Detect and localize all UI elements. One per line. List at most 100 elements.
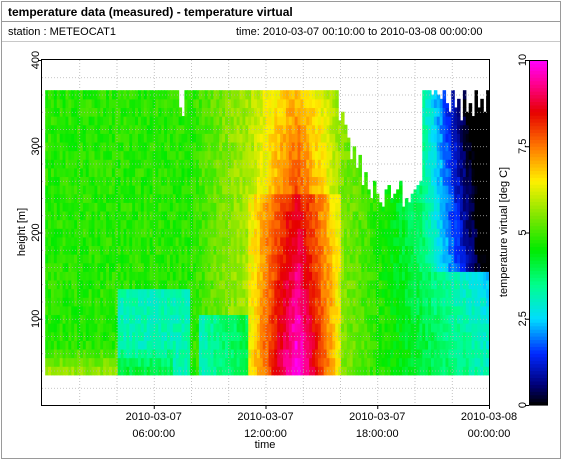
heatmap-cell [152, 133, 156, 143]
heatmap-cell [262, 185, 267, 195]
heatmap-cell [56, 202, 61, 212]
heatmap-cell [65, 167, 69, 178]
heatmap-cell [129, 124, 133, 134]
heatmap-cell [277, 340, 281, 350]
heatmap-cell [140, 245, 145, 255]
heatmap-cell [468, 193, 473, 203]
heatmap-cell [167, 150, 171, 160]
heatmap-cell [213, 124, 217, 134]
heatmap-cell [140, 116, 145, 126]
heatmap-cell [204, 150, 209, 160]
heatmap-cell [190, 124, 194, 134]
heatmap-cell [48, 314, 52, 324]
heatmap-cell [303, 262, 307, 272]
heatmap-cell [465, 167, 470, 178]
heatmap-cell [74, 288, 78, 298]
heatmap-cell [317, 340, 322, 350]
heatmap-cell [106, 245, 110, 255]
heatmap-cell [91, 236, 96, 247]
heatmap-cell [225, 366, 229, 376]
heatmap-cell [309, 357, 313, 367]
heatmap-cell [297, 210, 302, 221]
heatmap-cell [106, 185, 110, 195]
heatmap-cell [53, 366, 58, 376]
heatmap-cell [91, 185, 96, 195]
heatmap-cell [430, 133, 435, 143]
heatmap-cell [288, 236, 293, 247]
heatmap-cell [230, 107, 235, 117]
heatmap-cell [283, 297, 287, 307]
heatmap-cell [143, 271, 148, 281]
heatmap-cell [175, 116, 180, 126]
heatmap-cell [372, 193, 377, 203]
heatmap-cell [370, 254, 374, 264]
heatmap-cell [169, 133, 174, 143]
heatmap-cell [193, 314, 197, 324]
heatmap-cell [88, 98, 93, 109]
heatmap-cell [459, 366, 464, 376]
heatmap-cell [486, 159, 490, 169]
heatmap-cell [422, 279, 426, 290]
heatmap-cell [291, 331, 296, 341]
heatmap-cell [146, 279, 151, 290]
heatmap-cell [190, 314, 194, 324]
heatmap-cell [465, 323, 470, 333]
heatmap-cell [193, 98, 197, 109]
heatmap-cell [201, 305, 206, 316]
heatmap-cell [277, 219, 281, 229]
heatmap-cell [341, 236, 345, 247]
heatmap-cell [384, 271, 389, 281]
heatmap-cell [335, 185, 339, 195]
heatmap-cell [323, 323, 328, 333]
heatmap-cell [448, 150, 452, 160]
heatmap-cell [317, 271, 322, 281]
heatmap-cell [97, 167, 101, 178]
heatmap-cell [285, 116, 290, 126]
heatmap-cell [132, 366, 136, 376]
heatmap-cell [419, 357, 423, 367]
heatmap-cell [161, 185, 165, 195]
heatmap-cell [486, 331, 490, 341]
heatmap-cell [242, 288, 246, 298]
heatmap-cell [65, 279, 69, 290]
heatmap-cell [262, 254, 267, 264]
heatmap-cell [123, 297, 127, 307]
heatmap-cell [117, 228, 122, 238]
heatmap-cell [198, 133, 203, 143]
heatmap-cell [471, 357, 476, 367]
heatmap-cell [323, 167, 328, 178]
heatmap-cell [297, 366, 302, 376]
heatmap-cell [91, 202, 96, 212]
heatmap-cell [230, 202, 235, 212]
heatmap-cell [288, 245, 293, 255]
heatmap-cell [155, 305, 159, 316]
heatmap-cell [416, 279, 420, 290]
heatmap-cell [100, 167, 104, 178]
heatmap-cell [436, 202, 441, 212]
heatmap-cell [82, 98, 87, 109]
heatmap-cell [274, 340, 278, 350]
heatmap-cell [193, 133, 197, 143]
heatmap-cell [213, 366, 217, 376]
heatmap-cell [201, 167, 206, 178]
heatmap-cell [227, 340, 232, 350]
heatmap-cell [132, 288, 136, 298]
heatmap-cell [297, 331, 302, 341]
heatmap-cell [140, 288, 145, 298]
heatmap-cell [120, 150, 125, 160]
heatmap-cell [462, 348, 467, 359]
heatmap-cell [216, 228, 220, 238]
heatmap-cell [111, 124, 116, 134]
heatmap-cell [198, 202, 203, 212]
heatmap-cell [396, 245, 400, 255]
heatmap-cell [167, 271, 171, 281]
heatmap-cell [126, 254, 130, 264]
heatmap-cell [396, 271, 400, 281]
heatmap-cell [117, 348, 122, 359]
heatmap-cell [230, 297, 235, 307]
heatmap-cell [370, 348, 374, 359]
heatmap-cell [422, 90, 426, 100]
heatmap-cell [79, 202, 84, 212]
heatmap-cell [277, 141, 281, 152]
colorbar-segment [529, 211, 548, 216]
